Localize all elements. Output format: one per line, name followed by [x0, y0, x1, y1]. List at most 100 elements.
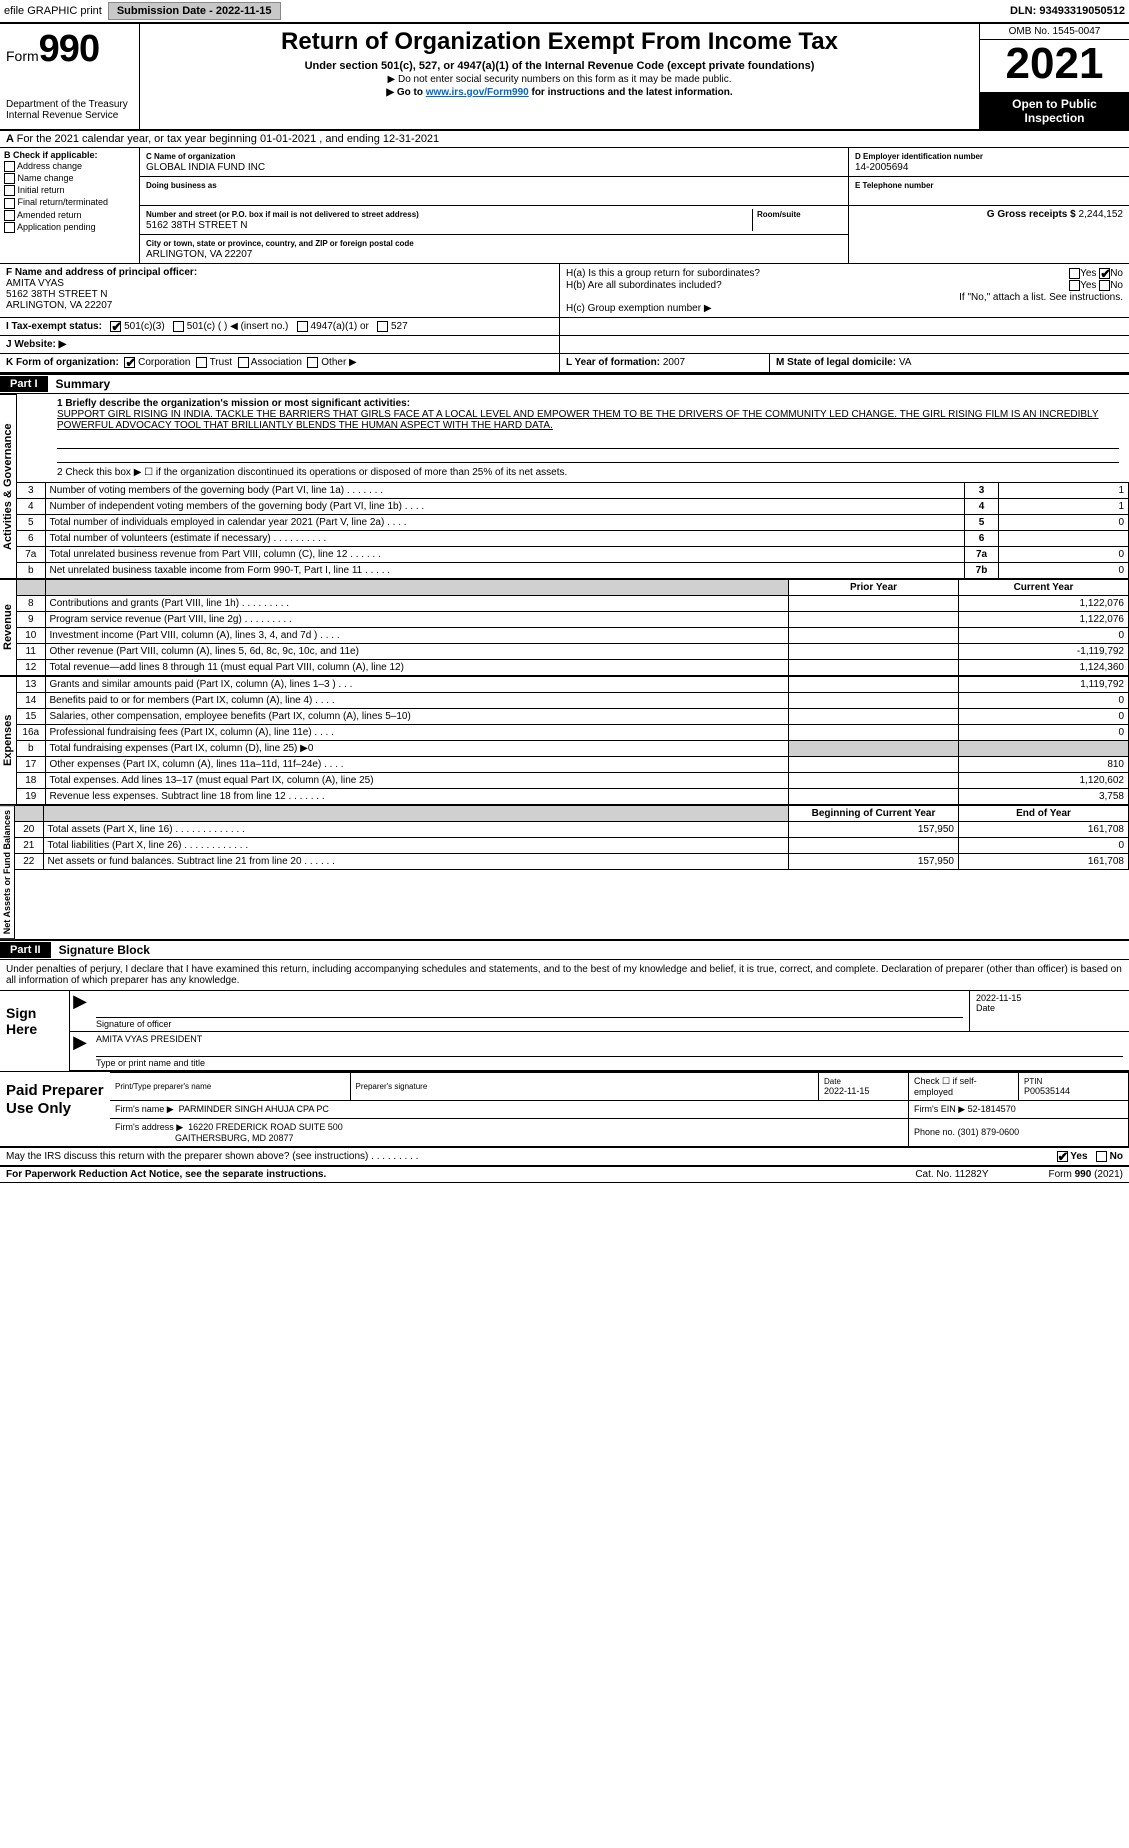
tax-year: 2021 — [980, 40, 1129, 93]
chk-final-return[interactable]: Final return/terminated — [4, 197, 135, 208]
efile-topbar: efile GRAPHIC print Submission Date - 20… — [0, 0, 1129, 22]
submission-date-button[interactable]: Submission Date - 2022-11-15 — [108, 2, 281, 20]
col-b-checkboxes: B Check if applicable: Address change Na… — [0, 148, 140, 263]
cat-no: Cat. No. 11282Y — [915, 1169, 988, 1180]
dln-label: DLN: 93493319050512 — [1010, 5, 1125, 17]
state-domicile: VA — [899, 357, 912, 368]
table-row: 3Number of voting members of the governi… — [17, 482, 1129, 498]
summary-expenses-table: 13Grants and similar amounts paid (Part … — [17, 676, 1129, 805]
table-row: 19Revenue less expenses. Subtract line 1… — [17, 788, 1129, 804]
table-row: 20Total assets (Part X, line 16) . . . .… — [15, 821, 1129, 837]
efile-label: efile GRAPHIC print — [4, 5, 102, 17]
form-header: Form990 Department of the Treasury Inter… — [0, 24, 1129, 131]
mission-block: 1 Briefly describe the organization's mi… — [17, 394, 1129, 435]
discuss-row: May the IRS discuss this return with the… — [0, 1148, 1129, 1167]
table-row: 12Total revenue—add lines 8 through 11 (… — [17, 659, 1129, 675]
table-row: 6Total number of volunteers (estimate if… — [17, 530, 1129, 546]
website-row: J Website: ▶ — [0, 336, 1129, 354]
form-title: Return of Organization Exempt From Incom… — [148, 28, 971, 56]
form-number: Form990 — [6, 28, 133, 71]
summary-revenue-table: Prior Year Current Year 8Contributions a… — [17, 579, 1129, 676]
perjury-statement: Under penalties of perjury, I declare th… — [0, 960, 1129, 991]
chk-name-change[interactable]: Name change — [4, 173, 135, 184]
ssn-note: ▶ Do not enter social security numbers o… — [148, 74, 971, 85]
table-row: 9Program service revenue (Part VIII, lin… — [17, 611, 1129, 627]
vlabel-net: Net Assets or Fund Balances — [0, 805, 15, 939]
table-row: 17Other expenses (Part IX, column (A), l… — [17, 756, 1129, 772]
table-row: 11Other revenue (Part VIII, column (A), … — [17, 643, 1129, 659]
table-row: 22Net assets or fund balances. Subtract … — [15, 853, 1129, 869]
omb-number: OMB No. 1545-0047 — [980, 24, 1129, 40]
form-org-row: K Form of organization: Corporation Trus… — [0, 354, 1129, 372]
officer-group-block: F Name and address of principal officer:… — [0, 264, 1129, 318]
part2-header: Part II Signature Block — [0, 939, 1129, 960]
ein-row: D Employer identification number 14-2005… — [849, 148, 1129, 177]
table-row: 14Benefits paid to or for members (Part … — [17, 692, 1129, 708]
summary-top-table: 3Number of voting members of the governi… — [17, 482, 1129, 579]
preparer-row-2: Firm's name ▶ PARMINDER SINGH AHUJA CPA … — [110, 1100, 1129, 1118]
city-state-zip: ARLINGTON, VA 22207 — [146, 249, 252, 260]
form-subtitle: Under section 501(c), 527, or 4947(a)(1)… — [148, 60, 971, 72]
paid-preparer-block: Paid Preparer Use Only Print/Type prepar… — [0, 1071, 1129, 1148]
principal-officer: F Name and address of principal officer:… — [0, 264, 560, 317]
chk-address-change[interactable]: Address change — [4, 161, 135, 172]
table-row: 13Grants and similar amounts paid (Part … — [17, 676, 1129, 692]
org-name-row: C Name of organization GLOBAL INDIA FUND… — [140, 148, 848, 177]
firm-ein: 52-1814570 — [968, 1104, 1016, 1114]
dept-label: Department of the Treasury — [6, 99, 133, 110]
preparer-row-1: Print/Type preparer's name Preparer's si… — [110, 1072, 1129, 1100]
officer-name: AMITA VYAS PRESIDENT — [96, 1034, 202, 1044]
firm-address: 16220 FREDERICK ROAD SUITE 500 — [188, 1122, 343, 1132]
table-row: bTotal fundraising expenses (Part IX, co… — [17, 740, 1129, 756]
table-row: bNet unrelated business taxable income f… — [17, 562, 1129, 578]
table-row: 7aTotal unrelated business revenue from … — [17, 546, 1129, 562]
vlabel-activities: Activities & Governance — [0, 394, 17, 579]
year-formation: 2007 — [663, 357, 685, 368]
line-2: 2 Check this box ▶ ☐ if the organization… — [17, 463, 1129, 482]
table-row: 8Contributions and grants (Part VIII, li… — [17, 595, 1129, 611]
sign-arrow-icon: ▶ — [70, 1032, 90, 1070]
tax-exempt-row: I Tax-exempt status: 501(c)(3) 501(c) ( … — [0, 318, 1129, 336]
street-address: 5162 38TH STREET N — [146, 220, 248, 231]
entity-block: B Check if applicable: Address change Na… — [0, 148, 1129, 264]
preparer-row-3: Firm's address ▶ 16220 FREDERICK ROAD SU… — [110, 1118, 1129, 1146]
table-row: 15Salaries, other compensation, employee… — [17, 708, 1129, 724]
line-a: A For the 2021 calendar year, or tax yea… — [0, 131, 1129, 148]
firm-phone: (301) 879-0600 — [958, 1127, 1020, 1137]
firm-name: PARMINDER SINGH AHUJA CPA PC — [179, 1104, 329, 1114]
gross-receipts: 2,244,152 — [1079, 209, 1124, 220]
phone-row: E Telephone number — [849, 177, 1129, 206]
paperwork-notice: For Paperwork Reduction Act Notice, see … — [6, 1169, 326, 1180]
chk-initial-return[interactable]: Initial return — [4, 185, 135, 196]
table-row: 21Total liabilities (Part X, line 26) . … — [15, 837, 1129, 853]
org-name: GLOBAL INDIA FUND INC — [146, 162, 265, 173]
irs-label: Internal Revenue Service — [6, 110, 133, 121]
table-row: 5Total number of individuals employed in… — [17, 514, 1129, 530]
summary-net-table: Beginning of Current Year End of Year 20… — [15, 805, 1129, 870]
city-row: City or town, state or province, country… — [140, 235, 848, 263]
mission-text: SUPPORT GIRL RISING IN INDIA. TACKLE THE… — [57, 409, 1119, 431]
group-return: H(a) Is this a group return for subordin… — [560, 264, 1129, 317]
chk-application-pending[interactable]: Application pending — [4, 222, 135, 233]
address-row: Number and street (or P.O. box if mail i… — [140, 206, 848, 235]
table-row: 10Investment income (Part VIII, column (… — [17, 627, 1129, 643]
dba-row: Doing business as — [140, 177, 848, 206]
ptin: P00535144 — [1024, 1086, 1070, 1096]
page-footer: For Paperwork Reduction Act Notice, see … — [0, 1167, 1129, 1183]
irs-link[interactable]: www.irs.gov/Form990 — [426, 87, 529, 98]
signature-officer-label: Signature of officer — [96, 1017, 963, 1029]
table-row: 4Number of independent voting members of… — [17, 498, 1129, 514]
vlabel-revenue: Revenue — [0, 579, 17, 676]
vlabel-expenses: Expenses — [0, 676, 17, 805]
goto-note: ▶ Go to www.irs.gov/Form990 for instruct… — [148, 87, 971, 98]
chk-amended[interactable]: Amended return — [4, 210, 135, 221]
form-ref: Form 990 (2021) — [1049, 1169, 1123, 1180]
sign-arrow-icon: ▶ — [70, 991, 90, 1031]
sign-date: 2022-11-15 — [976, 993, 1021, 1003]
part1-header: Part I Summary — [0, 373, 1129, 394]
table-row: 18Total expenses. Add lines 13–17 (must … — [17, 772, 1129, 788]
sign-here-block: Sign Here ▶ Signature of officer 2022-11… — [0, 991, 1129, 1071]
table-row: 16aProfessional fundraising fees (Part I… — [17, 724, 1129, 740]
gross-receipts-row: G Gross receipts $ 2,244,152 — [849, 206, 1129, 234]
ein-value: 14-2005694 — [855, 162, 908, 173]
